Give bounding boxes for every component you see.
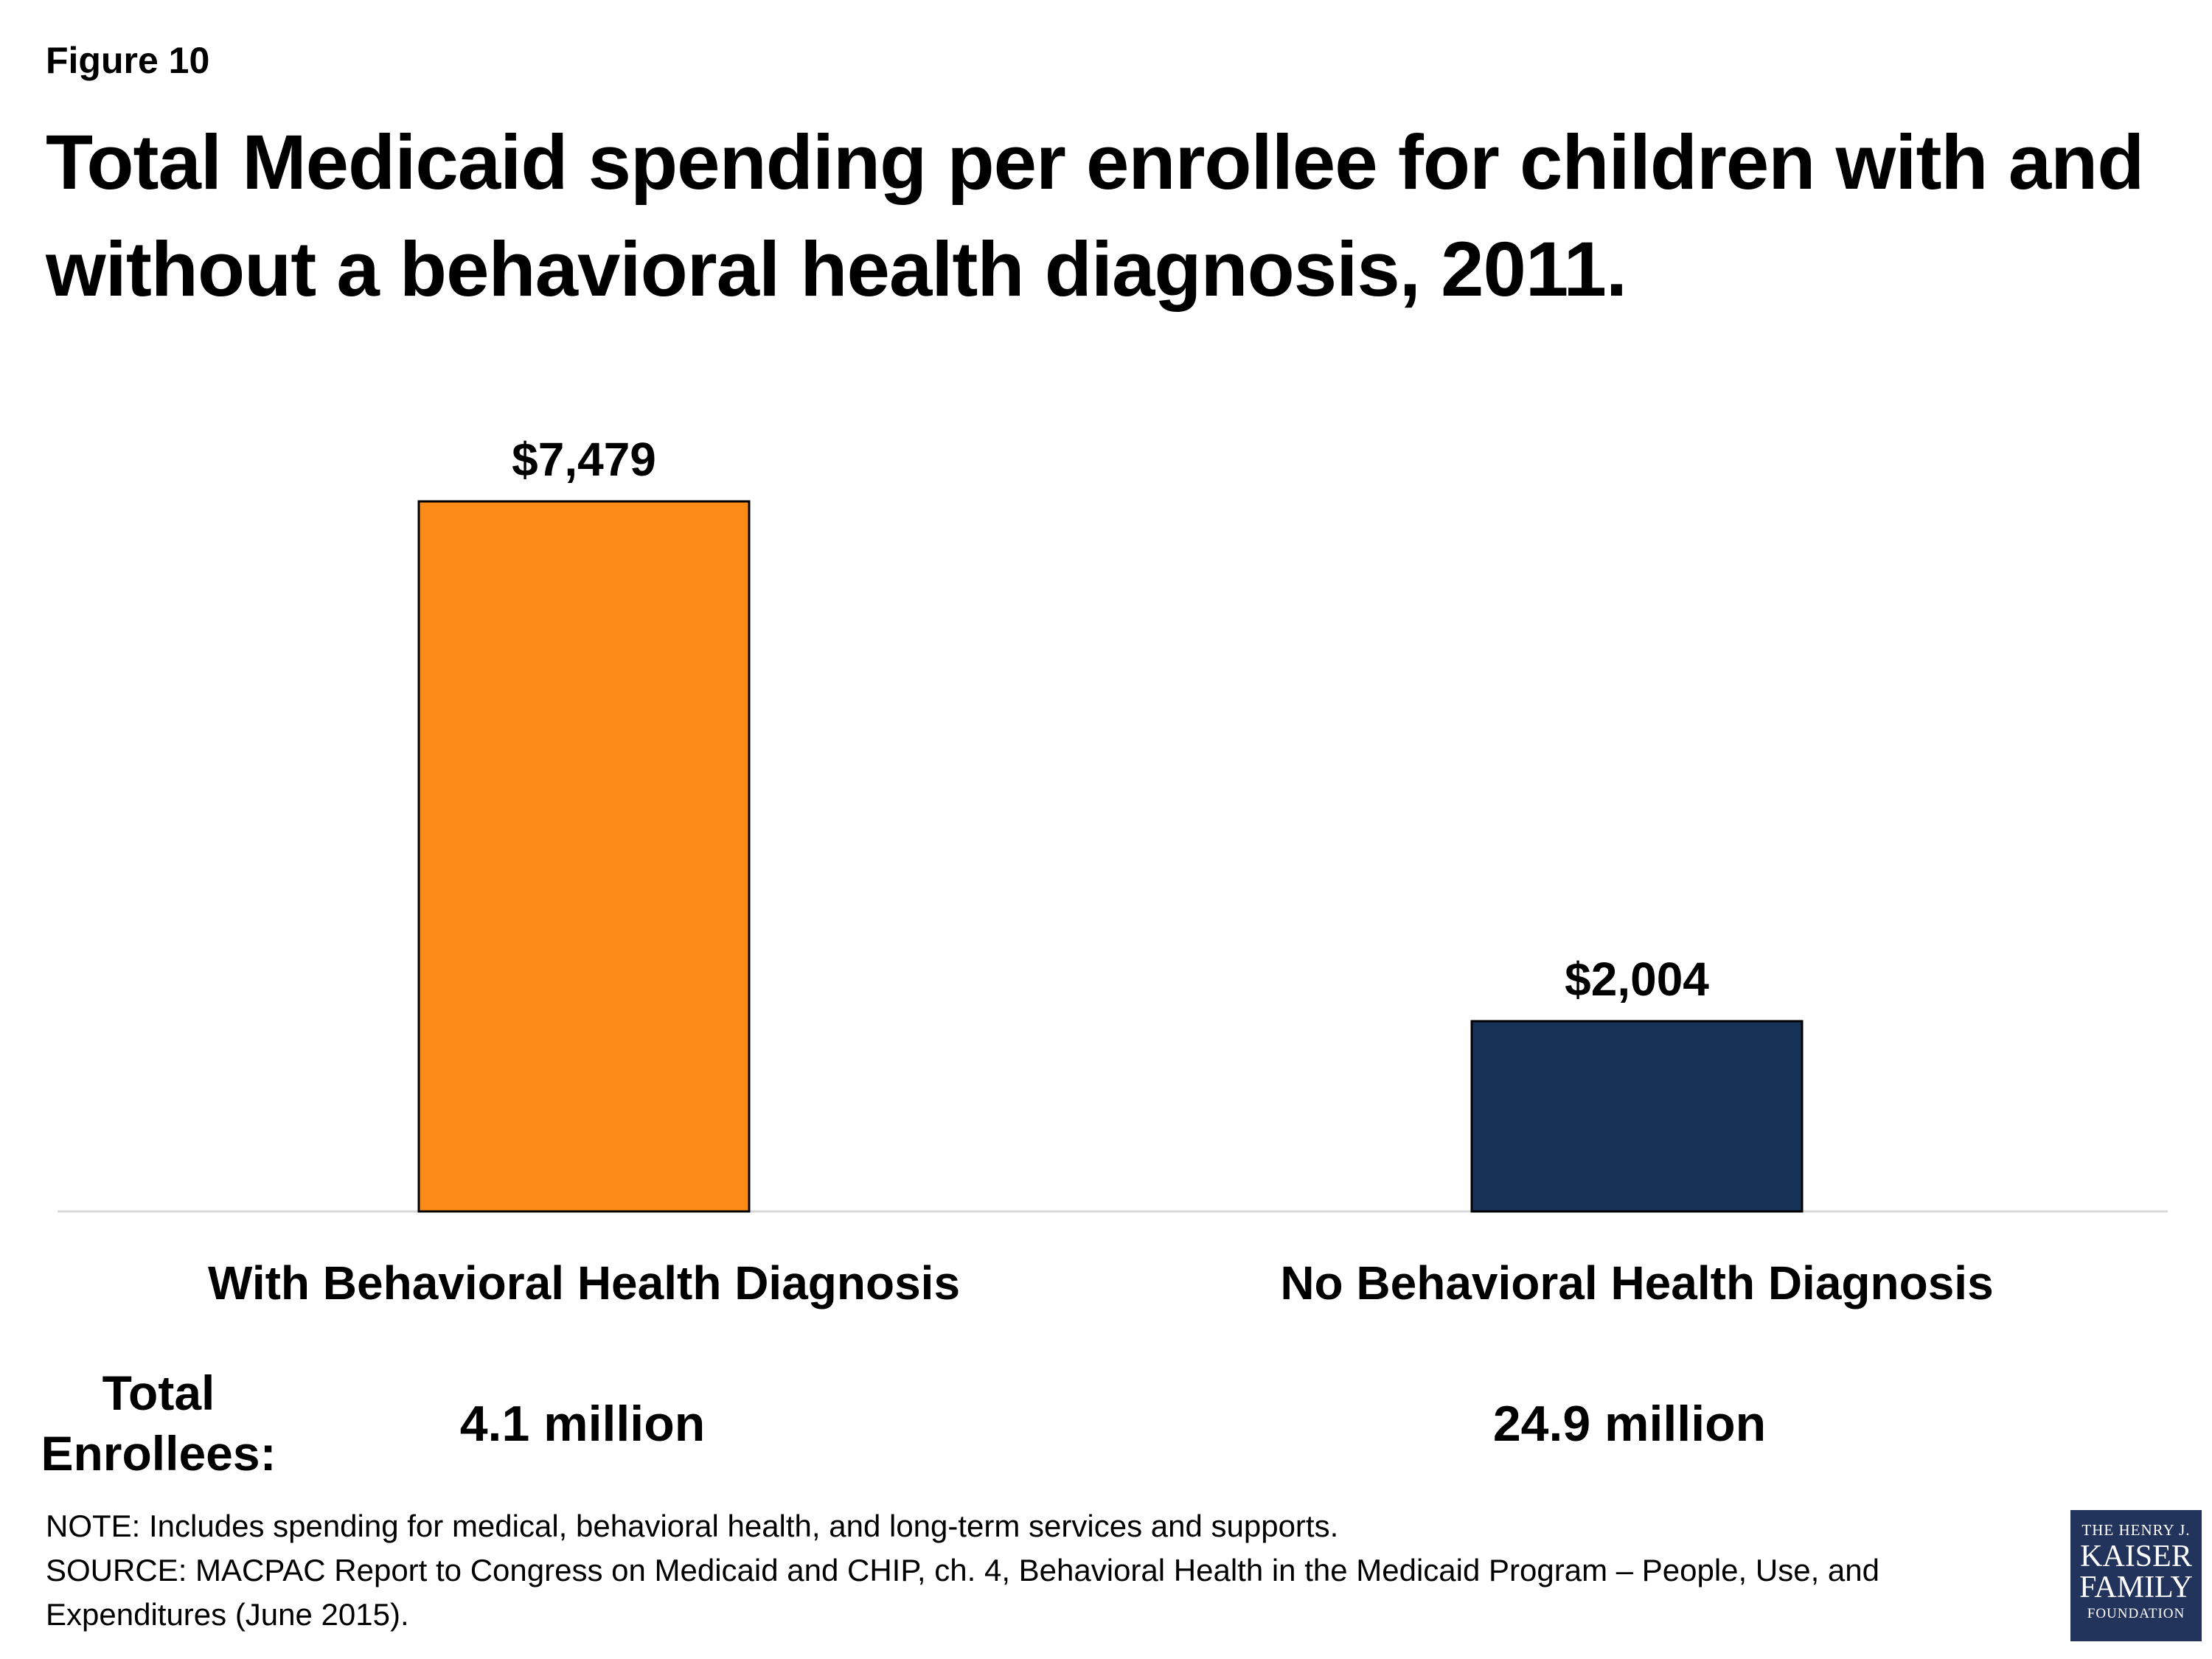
- category-label-1: No Behavioral Health Diagnosis: [1280, 1256, 1993, 1310]
- notes-block: NOTE: Includes spending for medical, beh…: [46, 1504, 2037, 1637]
- enrollees-value-no-diagnosis: 24.9 million: [1492, 1396, 1767, 1452]
- logo-line-4: FOUNDATION: [2087, 1606, 2185, 1621]
- total-enrollees-label: Total Enrollees:: [41, 1366, 276, 1481]
- category-label-0: With Behavioral Health Diagnosis: [208, 1256, 960, 1310]
- source-text: SOURCE: MACPAC Report to Congress on Med…: [46, 1553, 1879, 1632]
- data-label-1: $2,004: [1565, 953, 1709, 1006]
- chart-title: Total Medicaid spending per enrollee for…: [46, 119, 2144, 313]
- bar-1: [1470, 1020, 1804, 1213]
- note-text: NOTE: Includes spending for medical, beh…: [46, 1509, 1339, 1543]
- logo-line-2: KAISER: [2080, 1540, 2192, 1573]
- kff-logo: THE HENRY J. KAISER FAMILY FOUNDATION: [2070, 1510, 2202, 1641]
- data-label-0: $7,479: [512, 433, 656, 486]
- logo-line-3: FAMILY: [2079, 1571, 2193, 1604]
- figure-label: Figure 10: [46, 40, 210, 81]
- logo-line-1: THE HENRY J.: [2081, 1521, 2191, 1539]
- bar-0: [417, 500, 751, 1213]
- enrollees-value-with-diagnosis: 4.1 million: [459, 1396, 706, 1452]
- bar-chart: $7,479 With Behavioral Health Diagnosis $2…: [58, 433, 2168, 1310]
